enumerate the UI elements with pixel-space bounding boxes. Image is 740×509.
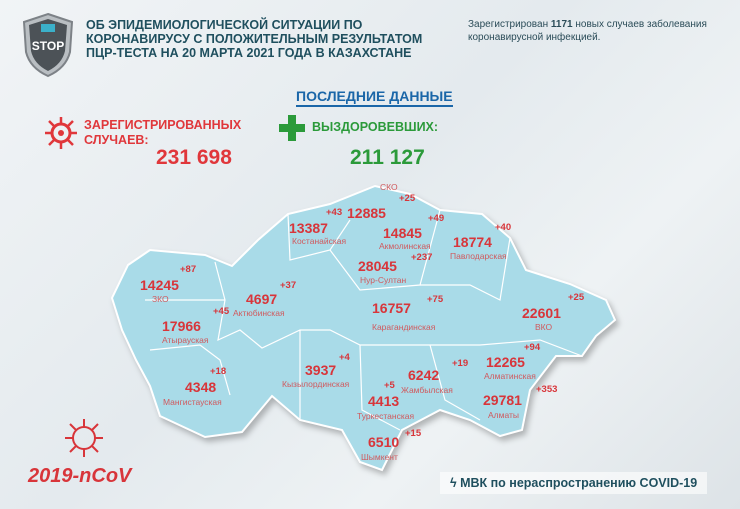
region-name: Жамбылская (401, 385, 453, 395)
footer-credit: ϟ МВК по нераспространению COVID-19 (440, 472, 708, 494)
region-total: 22601 (522, 305, 561, 321)
region-new-cases: +94 (524, 342, 541, 353)
region-total: 29781 (483, 392, 522, 408)
region-name: Мангистауская (163, 397, 222, 407)
region-name: Акмолинская (379, 241, 431, 251)
region-total: 28045 (358, 258, 397, 274)
region-total: 4413 (368, 393, 400, 409)
registered-label-line: СЛУЧАЕВ: (84, 133, 149, 147)
region-name: Кызылординская (282, 379, 350, 389)
region-name: Карагандинская (372, 322, 436, 332)
latest-data-heading: ПОСЛЕДНИЕ ДАННЫЕ (296, 88, 453, 107)
region-total: 14845 (383, 225, 422, 241)
registered-value: 231 698 (156, 146, 232, 169)
recovered-label: ВЫЗДОРОВЕВШИХ: (312, 120, 439, 134)
note-suffix: новых случаев заболевания коронавирусной… (468, 19, 707, 43)
region-new-cases: +18 (210, 366, 227, 377)
region-total: 12265 (486, 354, 525, 370)
region-total: 16757 (372, 300, 411, 316)
region-name: Нур-Султан (360, 275, 407, 285)
region-total: 18774 (453, 234, 492, 250)
title-line: ОБ ЭПИДЕМИОЛОГИЧЕСКОЙ СИТУАЦИИ ПО (86, 18, 363, 32)
region-new-cases: +237 (411, 252, 433, 263)
region-name: Актюбинская (233, 308, 285, 318)
registered-label-line: ЗАРЕГИСТРИРОВАННЫХ (84, 118, 242, 132)
region-new-cases: +49 (428, 213, 445, 224)
region-new-cases: +40 (495, 222, 512, 233)
region-new-cases: +37 (280, 280, 297, 291)
region-name: СКО (380, 182, 398, 192)
stop-logo: STOP (22, 12, 74, 78)
logo-text: STOP (32, 39, 64, 53)
virus-icon (45, 117, 77, 149)
registered-label: ЗАРЕГИСТРИРОВАННЫХ СЛУЧАЕВ: (84, 118, 241, 148)
region-total: 17966 (162, 318, 201, 334)
region-total: 3937 (305, 362, 337, 378)
region-new-cases: +75 (427, 294, 444, 305)
region-total: 6242 (408, 367, 440, 383)
region-total: 13387 (289, 220, 328, 236)
region-total: 12885 (347, 205, 386, 221)
region-name: Туркестанская (357, 411, 415, 421)
new-cases-note: Зарегистрирован 1171 новых случаев забол… (468, 18, 728, 44)
virus-icon (65, 419, 103, 457)
recovered-value: 211 127 (350, 146, 425, 169)
title-line: КОРОНАВИРУСУ С ПОЛОЖИТЕЛЬНЫМ РЕЗУЛЬТАТОМ (86, 32, 423, 46)
region-new-cases: +45 (213, 306, 230, 317)
region-name: ВКО (535, 322, 553, 332)
note-prefix: Зарегистрирован (468, 19, 551, 30)
region-name: Алматинская (484, 371, 536, 381)
region-total: 4348 (185, 379, 217, 395)
region-new-cases: +4 (339, 352, 350, 363)
region-name: Павлодарская (450, 251, 507, 261)
lightning-icon: ϟ (450, 476, 461, 490)
region-name: Костанайская (292, 236, 347, 246)
title-line: ПЦР-ТЕСТА НА 20 МАРТА 2021 ГОДА В КАЗАХС… (86, 46, 412, 60)
plus-icon (279, 115, 305, 141)
region-name: Алматы (488, 410, 520, 420)
page-title: ОБ ЭПИДЕМИОЛОГИЧЕСКОЙ СИТУАЦИИ ПО КОРОНА… (86, 18, 426, 60)
region-name: Атырауская (162, 335, 209, 345)
region-new-cases: +25 (568, 292, 585, 303)
region-total: 14245 (140, 277, 179, 293)
region-name: Шымкент (361, 452, 398, 462)
region-total: 4697 (246, 291, 278, 307)
region-new-cases: +19 (452, 358, 469, 369)
region-new-cases: +353 (536, 384, 558, 395)
region-total: 6510 (368, 434, 400, 450)
note-count: 1171 (550, 19, 573, 30)
region-new-cases: +87 (180, 264, 197, 275)
region-new-cases: +43 (326, 207, 343, 218)
region-new-cases: +15 (405, 428, 422, 439)
region-new-cases: +25 (399, 193, 416, 204)
region-name: ЗКО (152, 294, 169, 304)
region-new-cases: +5 (384, 380, 395, 391)
footer-text: МВК по нераспространению COVID-19 (460, 476, 698, 490)
ncov-label: 2019-nCoV (28, 465, 132, 487)
